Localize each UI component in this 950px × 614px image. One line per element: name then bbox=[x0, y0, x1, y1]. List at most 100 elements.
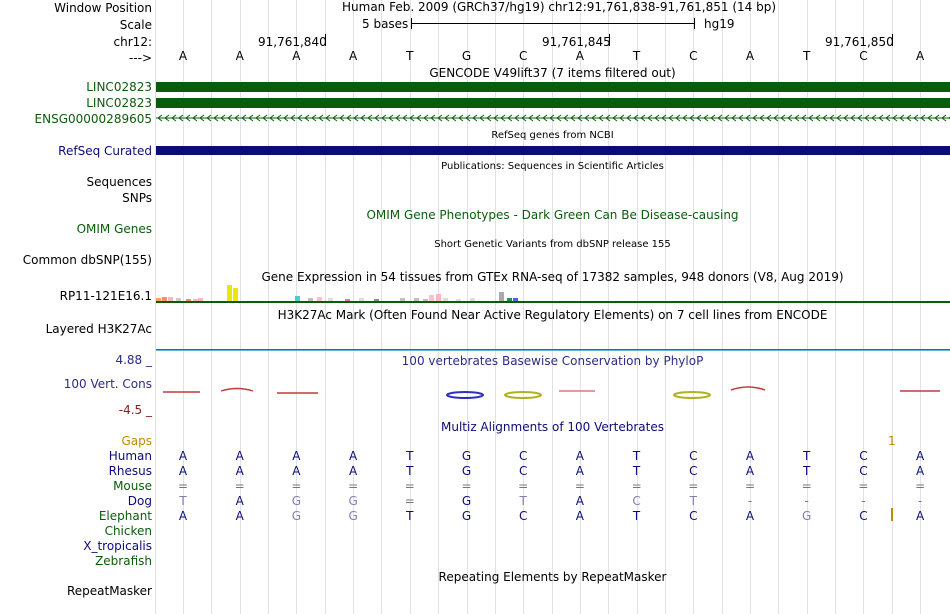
gtex-tissue-bar[interactable] bbox=[295, 296, 300, 301]
species-label-mouse[interactable]: Mouse bbox=[113, 479, 152, 493]
gencode-title[interactable]: GENCODE V49lift37 (7 items filtered out) bbox=[429, 66, 676, 80]
chr-label[interactable]: chr12: bbox=[113, 35, 152, 49]
alignment-base: G bbox=[461, 464, 472, 478]
strand-label[interactable]: ---> bbox=[128, 51, 152, 65]
gtex-tissue-bar[interactable] bbox=[359, 298, 364, 301]
intron-arrow bbox=[206, 114, 212, 122]
gencode-item-2[interactable] bbox=[156, 98, 950, 108]
dbsnp-label[interactable]: Common dbSNP(155) bbox=[22, 253, 152, 267]
gtex-tissue-bar[interactable] bbox=[233, 288, 238, 301]
base-letter: A bbox=[348, 49, 358, 63]
gtex-tissue-bar[interactable] bbox=[499, 292, 504, 301]
species-label-zebrafish[interactable]: Zebrafish bbox=[95, 554, 152, 568]
gtex-tissue-bar[interactable] bbox=[156, 298, 161, 301]
intron-arrow bbox=[360, 114, 366, 122]
gencode-item-3[interactable] bbox=[156, 113, 950, 123]
refseq-label[interactable]: RefSeq Curated bbox=[58, 144, 152, 158]
sequences-label[interactable]: Sequences bbox=[86, 175, 152, 189]
publications-title[interactable]: Publications: Sequences in Scientific Ar… bbox=[441, 161, 664, 172]
gtex-tissue-bar[interactable] bbox=[414, 298, 419, 301]
repeatmasker-label[interactable]: RepeatMasker bbox=[66, 584, 152, 598]
h3k27ac-title[interactable]: H3K27Ac Mark (Often Found Near Active Re… bbox=[277, 308, 828, 322]
alignment-base: A bbox=[235, 449, 244, 463]
alignment-base: A bbox=[915, 464, 925, 478]
gtex-tissue-bar[interactable] bbox=[456, 299, 461, 301]
scale-text: 5 bases bbox=[362, 17, 409, 31]
gtex-tissue-bar[interactable] bbox=[227, 285, 232, 301]
gtex-title[interactable]: Gene Expression in 54 tissues from GTEx … bbox=[261, 270, 844, 284]
gtex-tissue-bar[interactable] bbox=[162, 297, 167, 301]
gtex-tissue-bar[interactable] bbox=[429, 295, 434, 301]
intron-arrow bbox=[822, 114, 828, 122]
alignment-base: C bbox=[518, 464, 528, 478]
species-label-human[interactable]: Human bbox=[108, 449, 152, 463]
gtex-tissue-bar[interactable] bbox=[423, 299, 428, 301]
phylop-label[interactable]: 100 Vert. Cons bbox=[63, 377, 152, 391]
refseq-item[interactable] bbox=[156, 146, 950, 155]
alignment-base: = bbox=[404, 494, 415, 508]
track-area[interactable] bbox=[154, 0, 950, 614]
gtex-label[interactable]: RP11-121E16.1 bbox=[59, 289, 152, 303]
gtex-tissue-bar[interactable] bbox=[443, 298, 448, 301]
intron-arrow bbox=[752, 114, 758, 122]
intron-arrow bbox=[906, 114, 912, 122]
intron-arrow bbox=[626, 114, 632, 122]
dbsnp-title[interactable]: Short Genetic Variants from dbSNP releas… bbox=[434, 239, 671, 250]
omim-title[interactable]: OMIM Gene Phenotypes - Dark Green Can Be… bbox=[366, 208, 739, 222]
h3k27ac-baseline-2 bbox=[156, 350, 950, 351]
alignment-base: = bbox=[915, 479, 926, 493]
gtex-tissue-bar[interactable] bbox=[513, 298, 518, 301]
intron-arrow bbox=[864, 114, 870, 122]
multiz-title[interactable]: Multiz Alignments of 100 Vertebrates bbox=[440, 420, 665, 434]
gaps-label[interactable]: Gaps bbox=[121, 434, 152, 448]
gtex-tissue-bar[interactable] bbox=[186, 299, 191, 301]
grid-line bbox=[608, 0, 610, 614]
refseq-title[interactable]: RefSeq genes from NCBI bbox=[491, 130, 614, 141]
species-label-chicken[interactable]: Chicken bbox=[104, 524, 152, 538]
assembly-position-text: Human Feb. 2009 (GRCh37/hg19) chr12:91,7… bbox=[342, 0, 777, 14]
species-label-dog[interactable]: Dog bbox=[127, 494, 152, 508]
grid-line bbox=[154, 0, 156, 614]
coord-label-1: 91,761,840 bbox=[258, 35, 327, 49]
gtex-tissue-bar[interactable] bbox=[328, 298, 333, 301]
window-position-label[interactable]: Window Position bbox=[54, 1, 152, 15]
grid-line bbox=[353, 0, 355, 614]
alignment-base: - bbox=[804, 494, 809, 508]
gtex-tissue-bar[interactable] bbox=[317, 297, 322, 301]
gtex-tissue-bar[interactable] bbox=[507, 298, 512, 301]
intron-arrow bbox=[269, 114, 275, 122]
species-label-x_tropicalis[interactable]: X_tropicalis bbox=[83, 539, 152, 553]
species-label-rhesus[interactable]: Rhesus bbox=[108, 464, 152, 478]
omim-label[interactable]: OMIM Genes bbox=[76, 222, 152, 236]
scale-label[interactable]: Scale bbox=[119, 18, 152, 32]
alignment-base: = bbox=[518, 479, 529, 493]
gtex-tissue-bar[interactable] bbox=[345, 299, 350, 301]
gencode-item-label-1[interactable]: LINC02823 bbox=[86, 80, 152, 94]
intron-arrow bbox=[276, 114, 282, 122]
scale-bar bbox=[411, 23, 695, 24]
gtex-tissue-bar[interactable] bbox=[400, 298, 405, 301]
alignment-base: A bbox=[235, 464, 244, 478]
gtex-tissue-bar[interactable] bbox=[168, 297, 173, 301]
gtex-tissue-bar[interactable] bbox=[436, 294, 441, 301]
gencode-item-label-2[interactable]: LINC02823 bbox=[86, 96, 152, 110]
gtex-tissue-bar[interactable] bbox=[308, 298, 313, 301]
h3k27ac-label[interactable]: Layered H3K27Ac bbox=[45, 322, 152, 336]
phylop-graph[interactable] bbox=[155, 380, 950, 404]
gencode-item-label-3[interactable]: ENSG00000289605 bbox=[34, 112, 152, 126]
gtex-tissue-bar[interactable] bbox=[176, 298, 181, 301]
gtex-tissue-bar[interactable] bbox=[193, 299, 198, 301]
gtex-tissue-bar[interactable] bbox=[470, 298, 475, 301]
gtex-tissue-bar[interactable] bbox=[198, 298, 203, 301]
gencode-item-1[interactable] bbox=[156, 82, 950, 92]
gtex-tissue-bar[interactable] bbox=[374, 299, 379, 301]
phylop-title[interactable]: 100 vertebrates Basewise Conservation by… bbox=[401, 354, 704, 368]
snps-label[interactable]: SNPs bbox=[122, 191, 152, 205]
species-label-elephant[interactable]: Elephant bbox=[98, 509, 152, 523]
intron-arrow bbox=[325, 114, 331, 122]
intron-arrow bbox=[696, 114, 702, 122]
base-letter: C bbox=[518, 49, 528, 63]
repeatmasker-title[interactable]: Repeating Elements by RepeatMasker bbox=[438, 570, 667, 584]
phylop-min: -4.5 _ bbox=[118, 403, 152, 417]
intron-arrow bbox=[927, 114, 933, 122]
